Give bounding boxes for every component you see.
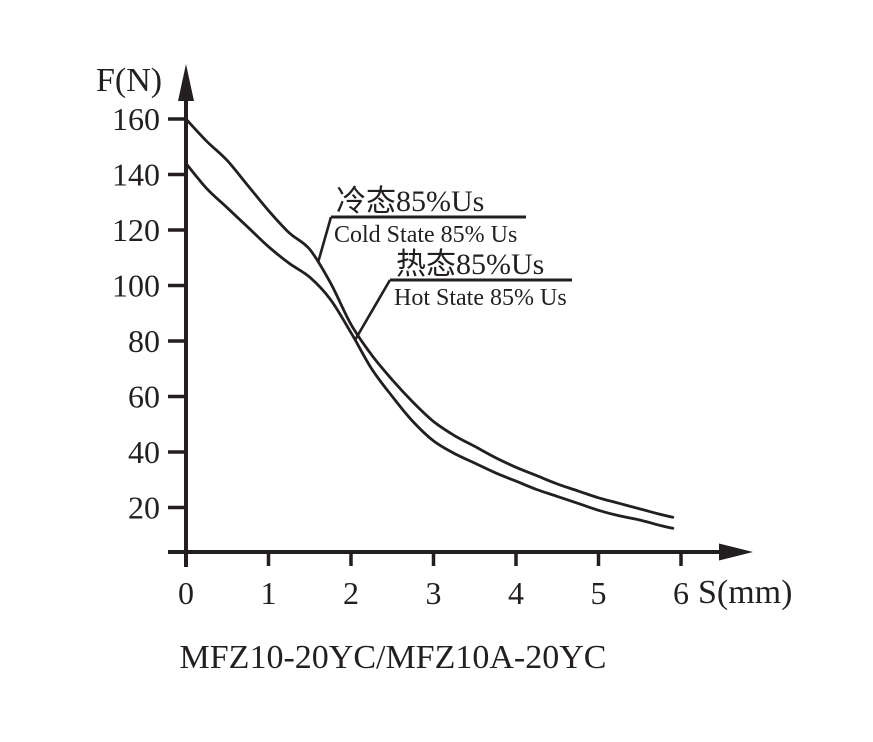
hot-callout: 热态85%Us Hot State 85% Us (353, 248, 572, 341)
x-tick-label: 6 (673, 575, 689, 611)
x-axis-arrowhead-icon (719, 543, 753, 561)
x-tick-label: 1 (261, 575, 277, 611)
cold-label-zh: 冷态85%Us (336, 185, 484, 218)
y-tick-label: 120 (112, 212, 160, 248)
x-tick-label: 5 (591, 575, 607, 611)
cold-callout-leader (316, 216, 333, 264)
y-tick-label: 60 (128, 379, 160, 415)
axes (168, 98, 722, 567)
y-tick-label: 140 (112, 157, 160, 193)
x-tick-label: 0 (178, 575, 194, 611)
y-axis-arrowhead-icon (178, 64, 194, 101)
cold-callout: 冷态85%Us Cold State 85% Us (316, 185, 526, 264)
y-tick-label: 160 (112, 101, 160, 137)
hot-callout-leader (353, 279, 392, 341)
y-tick-label: 100 (112, 268, 160, 304)
x-tick-label: 2 (343, 575, 359, 611)
x-tick-label: 4 (508, 575, 524, 611)
cold-label-en: Cold State 85% Us (334, 222, 517, 248)
ticks (168, 117, 683, 566)
tick-labels: 20 40 60 80 100 120 140 160 0 1 2 3 4 5 6 (112, 101, 689, 611)
x-tick-label: 3 (426, 575, 442, 611)
y-axis-label: F(N) (96, 62, 162, 99)
hot-curve (184, 162, 675, 530)
y-tick-label: 20 (128, 490, 160, 526)
hot-label-zh: 热态85%Us (396, 248, 544, 281)
x-axis-label: S(mm) (698, 574, 792, 611)
chart-title: MFZ10-20YC/MFZ10A-20YC (180, 639, 607, 676)
y-tick-label: 40 (128, 434, 160, 470)
hot-label-en: Hot State 85% Us (394, 285, 567, 311)
cold-curve (184, 117, 675, 519)
y-tick-label: 80 (128, 323, 160, 359)
